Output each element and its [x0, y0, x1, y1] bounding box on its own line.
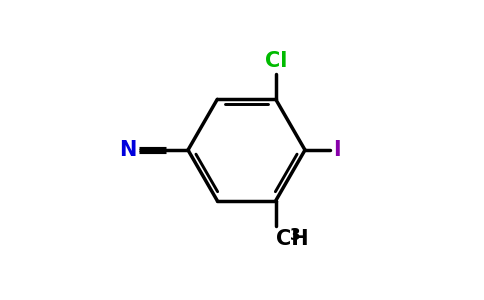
Text: N: N [119, 140, 136, 160]
Text: Cl: Cl [265, 51, 287, 71]
Text: 3: 3 [290, 228, 301, 243]
Text: I: I [333, 140, 341, 160]
Text: CH: CH [276, 229, 308, 249]
